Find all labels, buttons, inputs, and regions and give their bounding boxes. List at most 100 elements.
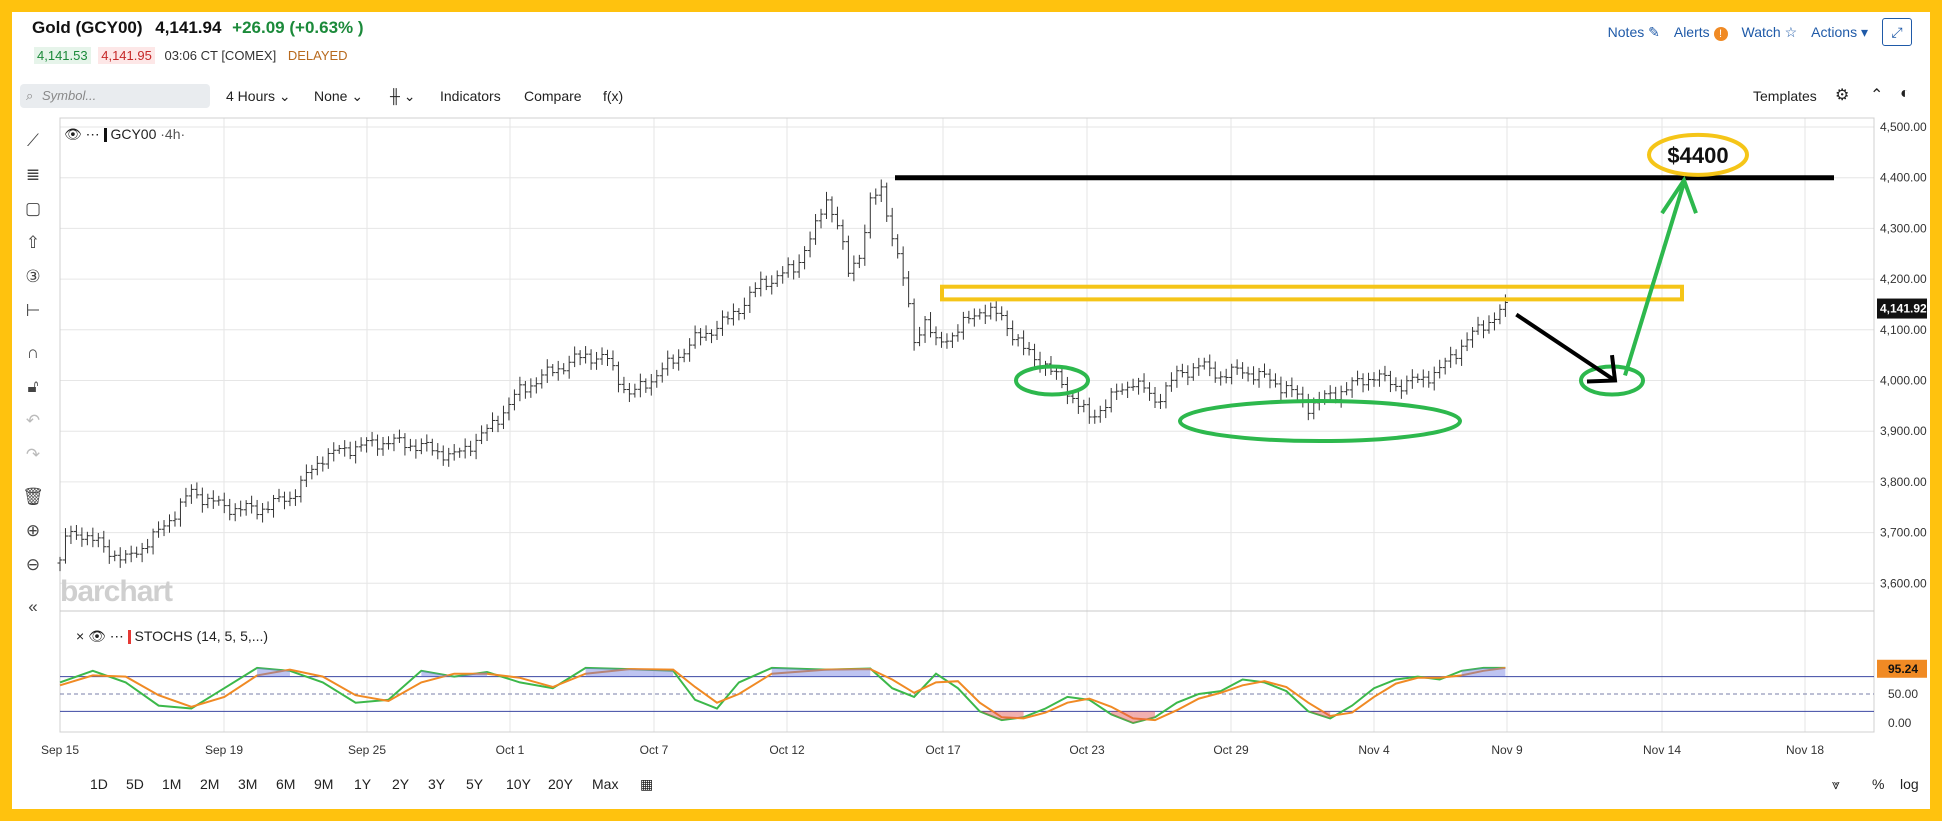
- ohlc-bar: [106, 539, 112, 564]
- lock-icon[interactable]: 🔓︎: [27, 377, 39, 396]
- ohlc-bar: [364, 437, 370, 453]
- interval-label: 4 Hours: [226, 88, 276, 104]
- range-button-5d[interactable]: 5D: [126, 776, 144, 792]
- range-button-2m[interactable]: 2M: [200, 776, 220, 792]
- ohlc-bar: [895, 234, 901, 259]
- ohlc-bar: [446, 447, 452, 467]
- ohlc-bar: [621, 376, 627, 394]
- ohlc-bar: [1420, 369, 1426, 388]
- search-placeholder: Symbol...: [42, 88, 97, 103]
- ohlc-bar: [709, 329, 715, 344]
- ohlc-bar: [1147, 382, 1153, 401]
- fx-button[interactable]: f(x): [603, 88, 624, 104]
- ohlc-bar: [1234, 359, 1240, 375]
- ohlc-bar: [725, 311, 731, 325]
- watch-label: Watch: [1741, 23, 1781, 40]
- measure-icon[interactable]: ⊢: [25, 301, 41, 320]
- arrow-icon[interactable]: ⇧: [25, 233, 41, 252]
- ohlc-bar: [1256, 367, 1262, 388]
- ohlc-bar: [298, 475, 304, 503]
- ohlc-bar: [960, 311, 966, 340]
- symbol-search[interactable]: ⌕ Symbol...: [20, 84, 210, 108]
- counter-icon[interactable]: ③: [25, 267, 41, 286]
- range-button-1d[interactable]: 1D: [90, 776, 108, 792]
- ohlc-bar: [1355, 370, 1361, 386]
- calendar-icon[interactable]: ▦: [640, 776, 654, 792]
- magnet-icon[interactable]: ∩: [26, 343, 40, 362]
- expand-panels-icon[interactable]: ⩔: [1832, 776, 1840, 792]
- range-button-3m[interactable]: 3M: [238, 776, 258, 792]
- rectangle-icon[interactable]: ▢: [24, 199, 42, 218]
- ohlc-bar: [314, 455, 320, 476]
- trendline-icon[interactable]: ⟋: [27, 131, 39, 150]
- interval-select[interactable]: 4 Hours ⌄: [226, 88, 291, 104]
- ohlc-bar: [254, 499, 260, 520]
- stochastic-panel: [59, 666, 1874, 725]
- ohlc-bar: [73, 524, 79, 540]
- range-button-1y[interactable]: 1Y: [354, 776, 372, 792]
- ohlc-bar: [457, 447, 463, 458]
- watch-link[interactable]: Watch ☆: [1742, 24, 1798, 41]
- percent-toggle[interactable]: %: [1872, 776, 1885, 792]
- range-button-3y[interactable]: 3Y: [428, 776, 446, 792]
- range-button-1m[interactable]: 1M: [162, 776, 182, 792]
- chart-window: Gold (GCY00) 4,141.94 +26.09 (+0.63% ) 4…: [12, 12, 1930, 809]
- stoch-overbought-fill: [1461, 667, 1484, 677]
- range-button-max[interactable]: Max: [592, 776, 619, 792]
- undo-icon[interactable]: ↶: [25, 411, 41, 430]
- fib-icon[interactable]: ≣: [25, 165, 41, 184]
- last-price: 4,141.94: [155, 18, 222, 37]
- redo-icon[interactable]: ↷: [25, 445, 41, 464]
- ohlc-bar: [1393, 377, 1399, 392]
- indicators-button[interactable]: Indicators: [440, 88, 501, 104]
- support-ellipse: [1178, 399, 1462, 444]
- resistance-zone: [940, 284, 1684, 302]
- collapse-sidebar-icon[interactable]: «: [28, 597, 38, 616]
- eye-icon[interactable]: 👁︎: [88, 628, 106, 644]
- close-icon[interactable]: ×: [76, 628, 85, 644]
- ohlc-bar: [692, 325, 698, 349]
- ohlc-bar: [396, 429, 402, 443]
- templates-button[interactable]: Templates: [1753, 88, 1817, 104]
- notes-link[interactable]: Notes ✎: [1608, 24, 1660, 41]
- ohlc-bar: [1398, 379, 1404, 399]
- aggregation-select[interactable]: None ⌄: [314, 88, 364, 104]
- main-legend: 👁︎ ⋯ GCY00 ·4h·: [64, 126, 186, 143]
- stoch-d-line: [59, 666, 1506, 722]
- stoch-value-label: 95.24: [1888, 662, 1918, 676]
- collapse-icon[interactable]: ⌃: [1870, 87, 1884, 104]
- ohlc-bar: [386, 436, 391, 450]
- eye-icon[interactable]: 👁︎: [64, 126, 82, 142]
- range-button-5y[interactable]: 5Y: [466, 776, 484, 792]
- ohlc-bar: [440, 445, 446, 466]
- top-links: Notes ✎ Alerts ! Watch ☆ Actions ▾ ⤢: [1608, 18, 1912, 46]
- ohlc-bar: [966, 310, 972, 324]
- ohlc-bar: [1059, 365, 1065, 389]
- x-tick-label: Nov 14: [1643, 743, 1681, 757]
- ohlc-bar: [347, 441, 353, 460]
- zoom-out-icon[interactable]: ⊖: [25, 555, 41, 574]
- log-toggle[interactable]: log: [1900, 776, 1919, 792]
- ohlc-bar: [1459, 339, 1465, 366]
- ohlc-bar: [462, 438, 468, 459]
- gear-icon[interactable]: ⚙: [1835, 87, 1850, 104]
- alerts-link[interactable]: Alerts !: [1674, 24, 1728, 41]
- range-button-20y[interactable]: 20Y: [548, 776, 573, 792]
- range-button-9m[interactable]: 9M: [314, 776, 334, 792]
- ohlc-bar: [637, 373, 643, 398]
- range-button-2y[interactable]: 2Y: [392, 776, 410, 792]
- trash-icon[interactable]: 🗑︎: [22, 487, 44, 506]
- ohlc-bar: [1212, 361, 1218, 383]
- bar-type-select[interactable]: ╫ ⌄: [390, 88, 416, 104]
- range-button-10y[interactable]: 10Y: [506, 776, 531, 792]
- zoom-in-icon[interactable]: ⊕: [25, 521, 41, 540]
- ohlc-bar: [977, 308, 983, 320]
- compare-button[interactable]: Compare: [524, 88, 582, 104]
- ohlc-bar: [1136, 377, 1142, 395]
- actions-menu[interactable]: Actions ▾: [1811, 24, 1868, 41]
- range-button-6m[interactable]: 6M: [276, 776, 296, 792]
- expand-button[interactable]: ⤢: [1882, 18, 1912, 46]
- ohlc-bar: [1141, 373, 1147, 393]
- ohlc-bar: [1327, 385, 1333, 402]
- theme-icon[interactable]: ◐: [1900, 85, 1910, 102]
